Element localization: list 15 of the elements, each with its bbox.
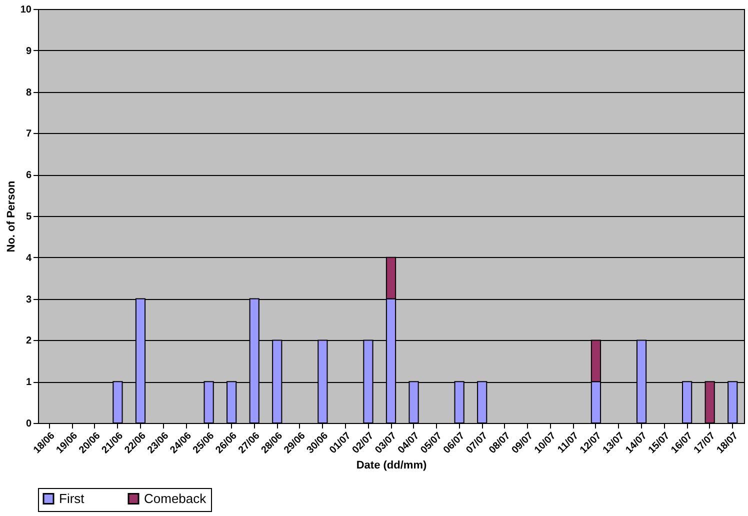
x-axis-title: Date (dd/mm): [356, 459, 427, 472]
y-tick-label: 9: [26, 46, 32, 57]
y-tick-label: 2: [26, 336, 32, 347]
y-tick-label: 8: [26, 87, 32, 98]
y-tick-label: 0: [26, 418, 32, 430]
legend-label: Comeback: [144, 490, 207, 506]
legend-label: First: [59, 490, 85, 506]
y-tick-label: 5: [26, 212, 32, 222]
y-tick-label: 10: [20, 4, 32, 16]
y-tick-label: 7: [26, 128, 32, 140]
y-tick-label: 6: [26, 170, 32, 182]
y-tick-label: 4: [26, 252, 32, 264]
y-axis-title: No. of Person: [5, 180, 18, 252]
y-tick-label: 1: [26, 377, 32, 388]
y-tick-label: 3: [26, 294, 32, 306]
